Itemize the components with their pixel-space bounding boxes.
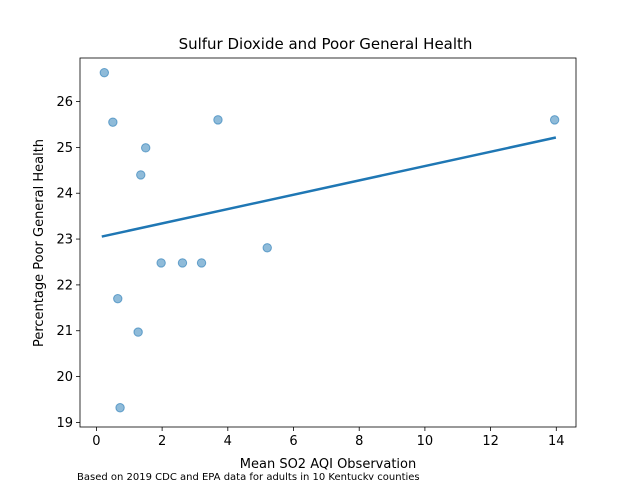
x-tick-label: 10	[417, 434, 434, 449]
trend-line	[101, 136, 557, 238]
x-tick-label: 8	[355, 434, 363, 449]
y-tick-label: 23	[56, 233, 73, 248]
plot-frame	[79, 57, 577, 428]
y-axis-title: Percentage Poor General Health	[32, 139, 47, 347]
y-axis: 19 20 21 22 23 24 25 26	[56, 95, 80, 431]
y-tick-label: 21	[56, 324, 73, 339]
scatter-point-13	[549, 115, 560, 125]
scatter-point-9	[177, 258, 188, 268]
plot-area	[80, 58, 576, 427]
x-axis-title: Mean SO2 AQI Observation	[240, 457, 416, 472]
y-tick-label: 22	[56, 278, 73, 293]
y-tick-label: 24	[56, 187, 73, 202]
x-tick-label: 6	[289, 434, 297, 449]
scatter-point-5	[133, 327, 143, 337]
scatter-point-10	[196, 258, 207, 268]
scatter-point-11	[213, 115, 223, 125]
scatter-point-6	[136, 170, 146, 180]
scatter-point-8	[156, 258, 166, 268]
footnote: Based on 2019 CDC and EPA data for adult…	[77, 472, 420, 480]
y-tick-label: 19	[56, 416, 73, 431]
scatter-point-12	[262, 243, 272, 253]
scatter-point-1	[99, 67, 110, 78]
x-tick-label: 14	[548, 434, 565, 449]
x-axis: 0 2 4 6 8 10 12 14	[92, 427, 565, 449]
x-tick-label: 0	[92, 434, 100, 449]
y-tick-label: 26	[56, 95, 73, 110]
scatter-point-3	[113, 293, 123, 304]
y-tick-label: 25	[56, 141, 73, 156]
scatter-point-2	[108, 117, 118, 127]
x-tick-label: 12	[482, 434, 499, 449]
x-tick-label: 4	[224, 434, 232, 449]
scatter-point-7	[141, 143, 151, 153]
chart-title: Sulfur Dioxide and Poor General Health	[179, 35, 473, 53]
y-tick-label: 20	[56, 370, 73, 385]
plot-marks	[99, 67, 560, 413]
x-tick-label: 2	[158, 434, 166, 449]
scatter-point-4	[115, 403, 125, 413]
